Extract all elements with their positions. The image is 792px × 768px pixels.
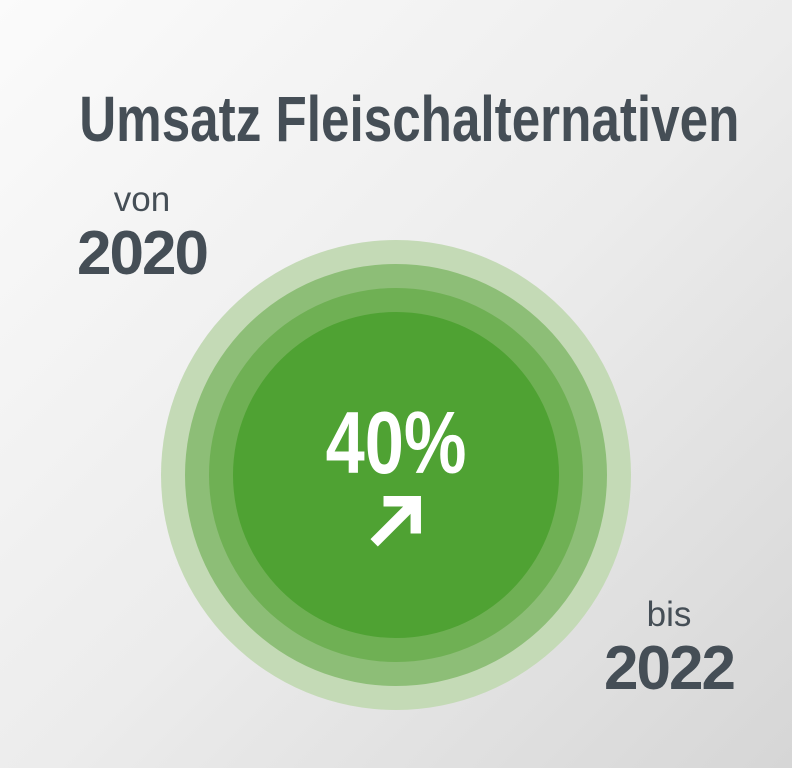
period-start-prefix: von <box>113 180 171 219</box>
circle-core: 40% <box>233 312 559 638</box>
period-end-prefix: bis <box>646 595 692 634</box>
period-start-label: von 2020 <box>42 182 242 285</box>
period-end-year: 2022 <box>604 634 736 703</box>
period-start-year: 2020 <box>77 219 209 288</box>
arrow-up-right-icon <box>370 495 421 547</box>
page-title: Umsatz Fleischalternativen <box>79 82 740 155</box>
period-end-label: bis 2022 <box>569 597 769 700</box>
stat-value: 40% <box>325 393 467 493</box>
